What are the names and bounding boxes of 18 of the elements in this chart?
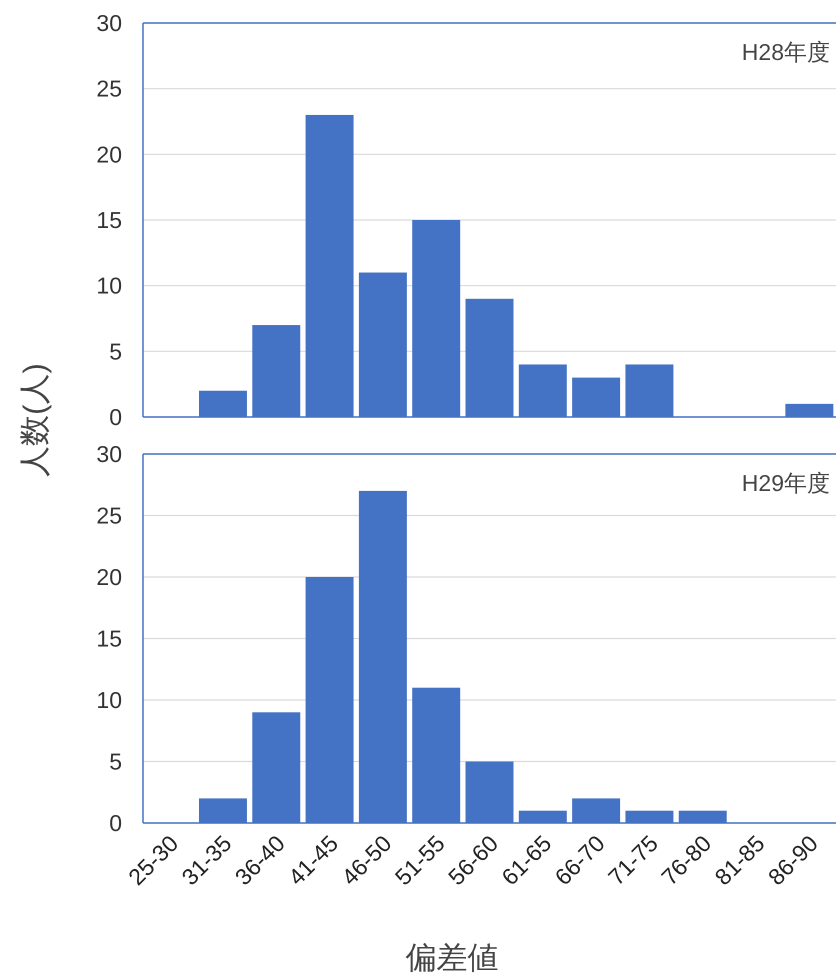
annotation: H29年度 [742, 470, 830, 496]
y-tick-label: 30 [96, 441, 122, 467]
y-tick-label: 0 [109, 404, 122, 430]
annotation: H28年度 [742, 39, 830, 65]
y-tick-label: 0 [109, 810, 122, 836]
y-tick-label: 10 [96, 272, 122, 299]
x-axis-title: 偏差値 [406, 940, 498, 975]
y-tick-label: 25 [96, 502, 122, 528]
y-tick-label: 10 [96, 687, 122, 713]
y-tick-label: 5 [109, 748, 122, 774]
y-tick-label: 30 [96, 10, 122, 36]
y-axis-title: 人数(人) [17, 363, 52, 477]
y-tick-label: 15 [96, 207, 122, 233]
y-tick-label: 20 [96, 564, 122, 590]
y-tick-label: 5 [109, 338, 122, 364]
y-tick-label: 25 [96, 76, 122, 102]
y-tick-label: 20 [96, 141, 122, 168]
y-tick-label: 15 [96, 626, 122, 652]
